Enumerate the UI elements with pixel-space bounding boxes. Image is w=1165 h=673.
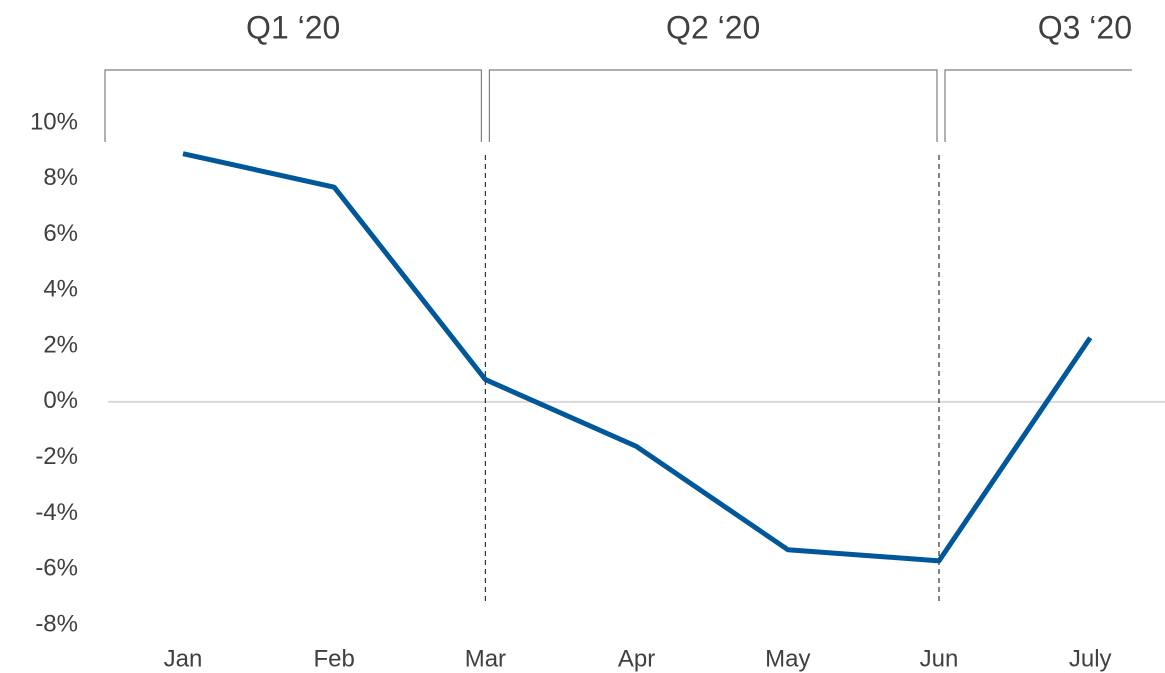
y-tick-label: -4% <box>35 499 78 526</box>
y-tick-label: 10% <box>30 108 78 135</box>
x-tick-label: Jan <box>164 645 203 672</box>
x-tick-label: Jun <box>920 645 959 672</box>
quarter-bracket <box>104 69 482 142</box>
x-tick-label: Apr <box>618 645 655 672</box>
x-tick-label: Mar <box>465 645 506 672</box>
quarter-label: Q2 ‘20 <box>666 9 760 45</box>
quarter-label: Q1 ‘20 <box>246 9 340 45</box>
data-line <box>182 151 1093 564</box>
y-tick-label: 2% <box>43 331 78 358</box>
y-tick-label: 4% <box>43 276 78 303</box>
y-tick-label: -6% <box>35 555 78 582</box>
y-tick-label: 0% <box>43 387 78 414</box>
quarter-bracket <box>944 69 1132 142</box>
y-tick-label: 8% <box>43 164 78 191</box>
y-tick-label: -2% <box>35 443 78 470</box>
x-tick-label: July <box>1069 645 1112 672</box>
y-tick-label: 6% <box>43 220 78 247</box>
x-tick-label: Feb <box>314 645 355 672</box>
x-tick-label: May <box>765 645 810 672</box>
quarter-label: Q3 ‘20 <box>1038 9 1132 45</box>
y-tick-label: -8% <box>35 610 78 637</box>
quarter-bracket <box>488 69 938 142</box>
